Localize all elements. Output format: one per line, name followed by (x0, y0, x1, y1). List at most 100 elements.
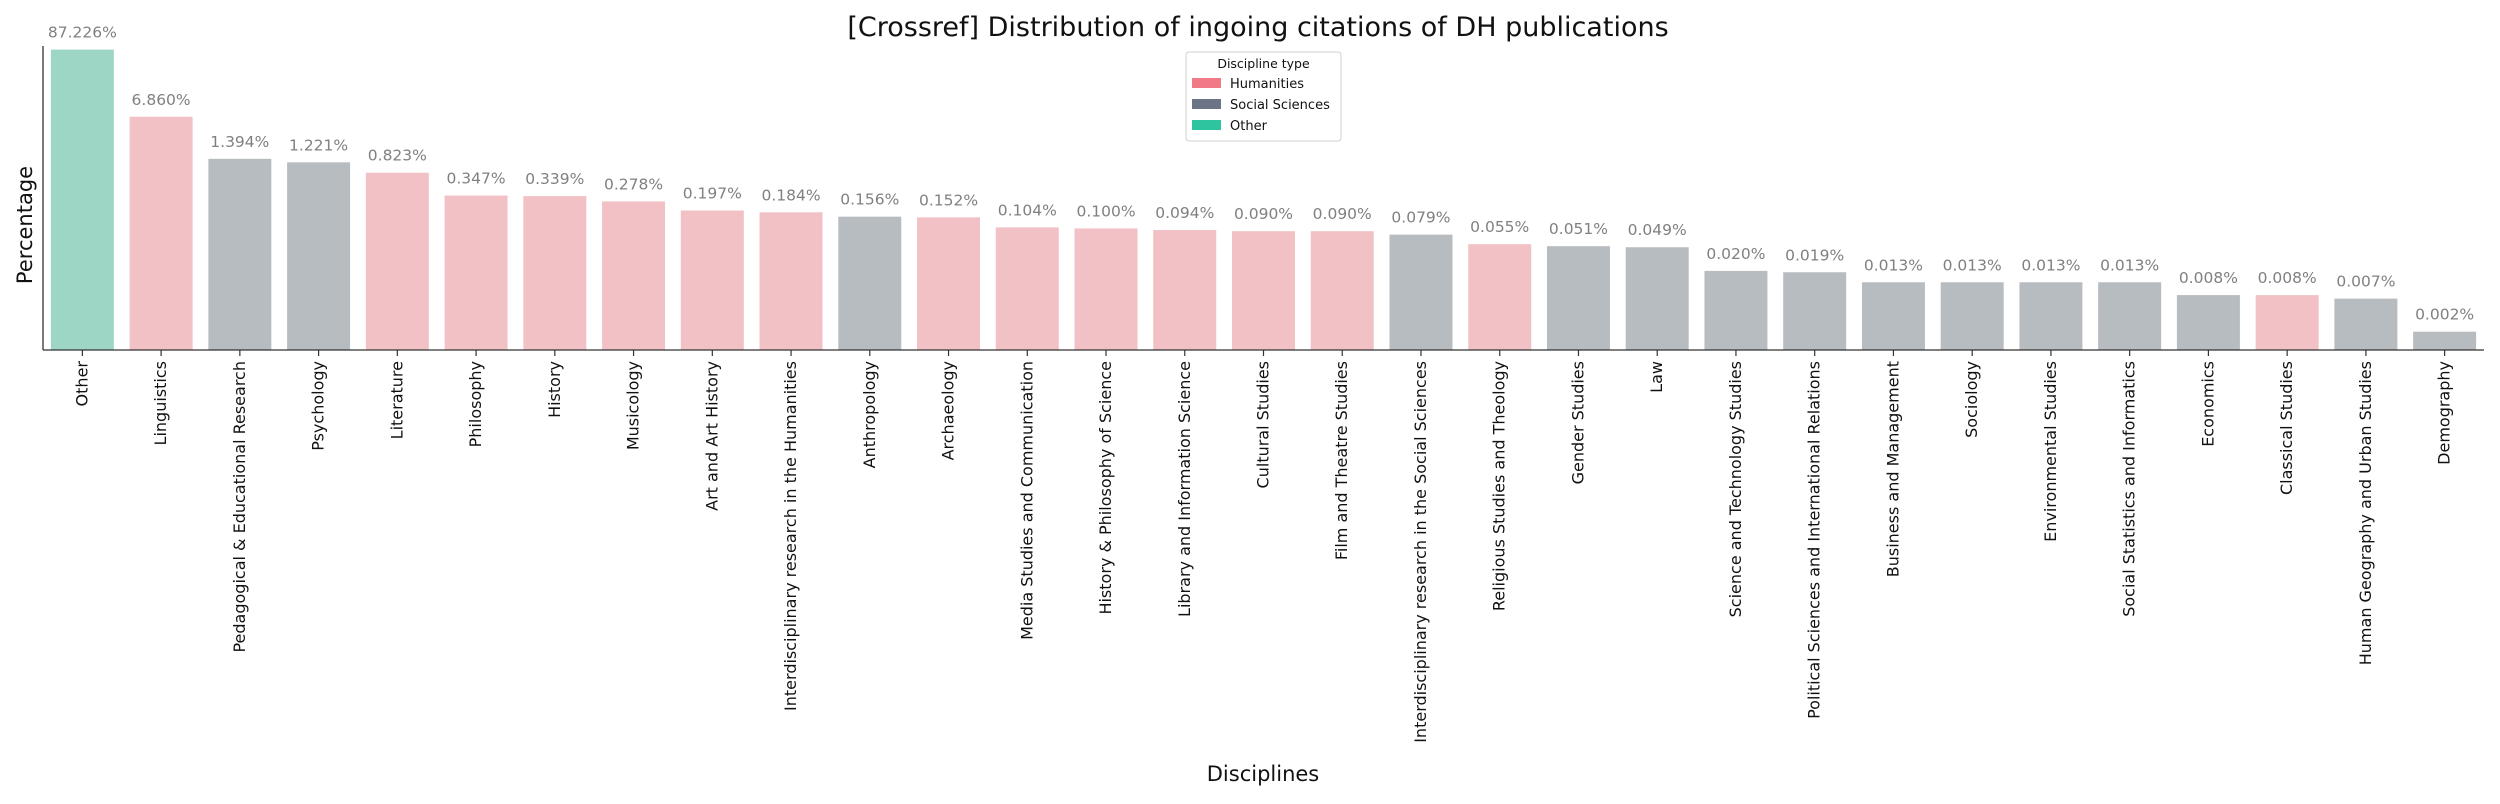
x-tick-label: Archaeology (939, 361, 958, 460)
x-tick-label: Other (72, 361, 91, 407)
x-tick-label: Law (1647, 361, 1666, 393)
data-label: 0.013% (1943, 256, 2002, 274)
bar (1074, 228, 1138, 350)
bar (680, 210, 744, 350)
bar (50, 49, 114, 351)
x-tick-label: History (545, 361, 564, 418)
chart-title: [Crossref] Distribution of ingoing citat… (847, 12, 1668, 43)
data-label: 0.049% (1628, 221, 1687, 239)
bar (365, 172, 429, 350)
x-tick-label: Pedagogical & Educational Research (230, 361, 249, 653)
x-tick-label: Musicology (624, 361, 643, 450)
data-labels-layer: 87.226% 6.860% 1.394% 1.221% 0.823% 0.347% 0.3… (48, 24, 2474, 324)
bar (2413, 331, 2477, 350)
data-label: 0.051% (1549, 220, 1608, 238)
bar (1468, 244, 1532, 350)
data-label: 0.347% (447, 170, 506, 188)
bar (1389, 234, 1453, 350)
bar (1940, 282, 2004, 350)
bar (2019, 282, 2083, 350)
x-tick-label: Human Geography and Urban Studies (2356, 361, 2375, 665)
data-label: 0.002% (2415, 306, 2474, 324)
x-tick-label: Interdisciplinary research in the Social… (1411, 361, 1430, 743)
bar (129, 116, 193, 350)
x-tick-label: Film and Theatre Studies (1332, 361, 1351, 560)
data-label: 0.020% (1706, 245, 1765, 263)
bar (1783, 272, 1847, 350)
data-label: 0.094% (1155, 204, 1214, 222)
legend-swatch (1192, 99, 1221, 109)
bar (523, 196, 587, 350)
x-tick-label: Political Sciences and International Rel… (1805, 361, 1824, 719)
legend-frame (1185, 51, 1342, 142)
legend-entry-label: Other (1230, 119, 1268, 134)
x-tick-label: Anthropology (860, 361, 879, 468)
data-label: 0.278% (604, 175, 663, 193)
data-label: 0.008% (2258, 269, 2317, 287)
bar (1310, 231, 1374, 350)
x-tick-label: Interdisciplinary research in the Humani… (781, 361, 800, 711)
bar (1861, 282, 1925, 350)
data-label: 0.055% (1470, 218, 1529, 236)
bar (838, 216, 902, 350)
legend: Discipline type Humanities Social Sciences… (1185, 51, 1342, 142)
legend-entry-label: Social Sciences (1230, 98, 1330, 113)
bar (1232, 231, 1295, 350)
bar (444, 195, 508, 350)
y-axis-label: Percentage (13, 166, 37, 284)
bar (917, 217, 981, 350)
x-tick-label: Environmental Studies (2041, 361, 2060, 542)
data-label: 0.079% (1391, 209, 1450, 227)
x-tick-label: Literature (387, 361, 406, 439)
data-label: 0.823% (368, 147, 427, 165)
data-label: 0.152% (919, 191, 978, 209)
x-tick-label: Art and Art History (702, 361, 721, 511)
data-label: 1.221% (289, 136, 348, 154)
bar (602, 201, 666, 350)
x-tick-label: Religious Studies and Theology (1490, 361, 1509, 611)
bar (2176, 295, 2240, 350)
x-tick-label: Philosophy (466, 361, 485, 447)
bar (2098, 282, 2162, 350)
bar (287, 162, 351, 350)
data-label: 0.100% (1076, 202, 1135, 220)
x-tick-label: Cultural Studies (1254, 361, 1273, 488)
legend-entry-label: Humanities (1230, 77, 1304, 92)
legend-title: Discipline type (1217, 56, 1310, 71)
data-label: 0.090% (1234, 205, 1293, 223)
bar (2255, 295, 2319, 350)
x-tick-labels-layer: Other Linguistics Pedagogical & Educationa… (72, 350, 2454, 743)
data-label: 0.339% (525, 170, 584, 188)
bar (1704, 270, 1768, 350)
legend-swatch (1192, 78, 1221, 88)
x-tick-label: Science and Technology Studies (1726, 361, 1745, 617)
x-tick-label: Library and Information Science (1175, 361, 1194, 617)
x-tick-label: Social Statistics and Informatics (2120, 361, 2139, 617)
bar (208, 158, 272, 350)
bar (759, 212, 823, 350)
x-tick-label: Business and Management (1883, 361, 1902, 577)
data-label: 87.226% (48, 24, 117, 42)
data-label: 1.394% (210, 133, 269, 151)
x-tick-label: Classical Studies (2277, 361, 2296, 495)
data-label: 0.008% (2179, 269, 2238, 287)
x-tick-label: Sociology (1962, 361, 1981, 438)
x-tick-label: Gender Studies (1568, 361, 1587, 484)
data-label: 0.156% (840, 191, 899, 209)
x-tick-label: Economics (2198, 361, 2217, 447)
bars-layer (50, 49, 2477, 351)
data-label: 0.013% (1864, 256, 1923, 274)
data-label: 0.007% (2336, 273, 2395, 291)
data-label: 6.860% (132, 91, 191, 109)
data-label: 0.090% (1313, 205, 1372, 223)
data-label: 0.184% (761, 186, 820, 204)
x-tick-label: Psychology (309, 361, 328, 451)
legend-swatch (1192, 120, 1221, 130)
x-tick-label: Linguistics (151, 361, 170, 445)
bar (995, 227, 1059, 350)
x-tick-label: Media Studies and Communication (1017, 361, 1036, 640)
bar (1153, 230, 1217, 350)
data-label: 0.013% (2100, 256, 2159, 274)
